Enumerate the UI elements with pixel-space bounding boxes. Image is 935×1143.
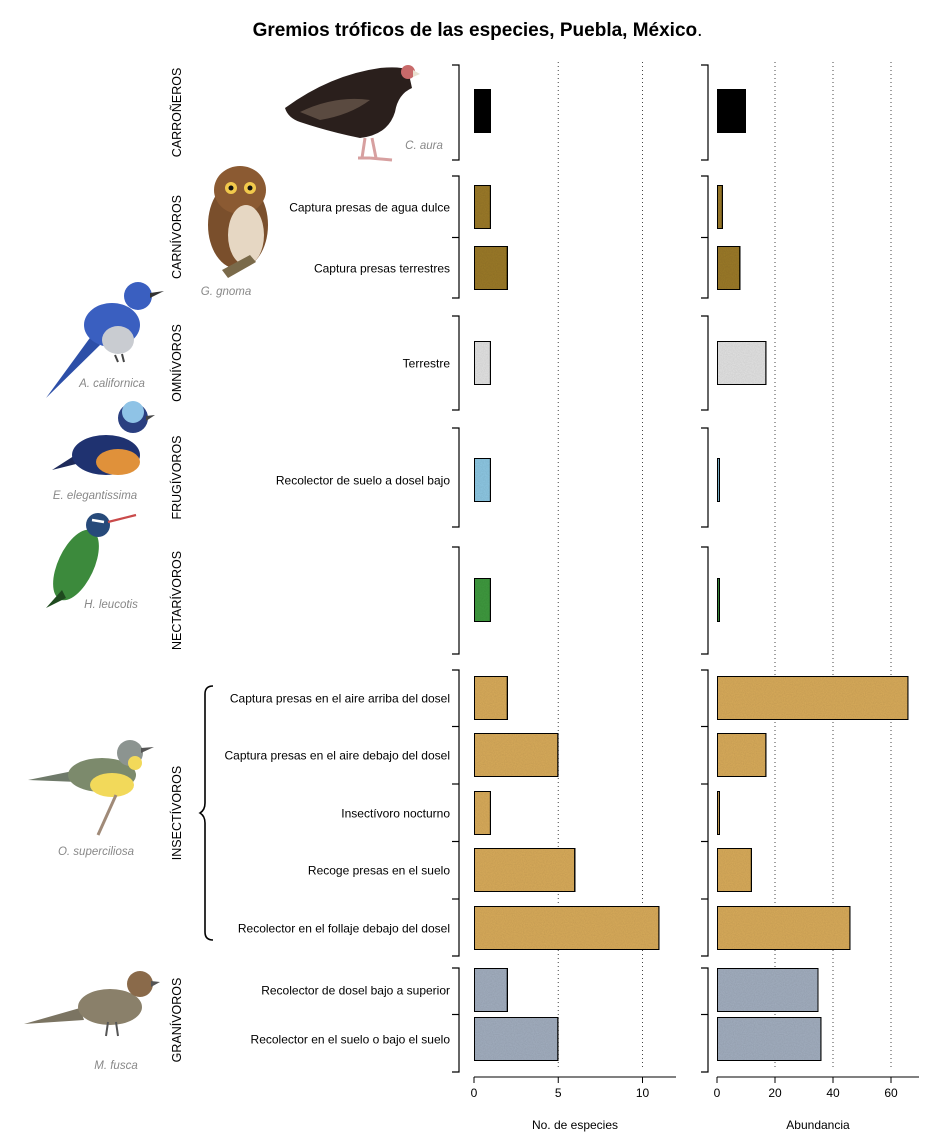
category-label: Captura presas en el aire arriba del dos… <box>230 692 450 706</box>
group-label: CARROÑEROS <box>170 68 184 158</box>
chart-title: Gremios tróficos de las especies, Puebla… <box>252 20 698 41</box>
bar-species <box>473 790 492 836</box>
group-label: OMNÍVOROS <box>169 324 184 402</box>
bar-species <box>473 847 577 893</box>
bar-species <box>473 675 509 721</box>
category-label: Recolector en el suelo o bajo el suelo <box>251 1033 451 1047</box>
category-label: Recolector de dosel bajo a superior <box>261 984 450 998</box>
category-label: Captura presas de agua dulce <box>289 201 450 215</box>
hummingbird-icon <box>46 513 137 608</box>
bar-abundance <box>716 675 910 721</box>
group-bracket <box>452 64 460 161</box>
group-bracket <box>701 64 709 161</box>
bar-abundance <box>716 245 742 291</box>
species-label: H. leucotis <box>84 599 138 611</box>
species-label: E. elegantissima <box>53 490 137 502</box>
bar-species <box>473 732 560 778</box>
towhee-icon <box>24 971 160 1037</box>
insectivore-brace <box>198 685 214 941</box>
group-bracket <box>452 427 460 528</box>
category-label: Recolector en el follaje debajo del dose… <box>238 922 450 936</box>
bar-species <box>473 245 509 291</box>
bar-abundance <box>716 577 721 623</box>
category-label: Terrestre <box>403 357 451 371</box>
group-label: CARNÍVOROS <box>169 195 184 279</box>
bar-species <box>473 1016 560 1062</box>
chart-title-wrap: Gremios tróficos de las especies, Puebla… <box>0 20 935 42</box>
group-bracket <box>701 967 709 1073</box>
group-bracket <box>701 546 709 655</box>
group-bracket <box>701 315 709 411</box>
bar-abundance <box>716 457 721 503</box>
bar-species <box>473 184 492 230</box>
bar-abundance <box>716 1016 823 1062</box>
bar-species <box>473 340 492 386</box>
bar-abundance <box>716 184 724 230</box>
bar-abundance <box>716 88 747 134</box>
group-bracket <box>701 427 709 528</box>
bar-species <box>473 88 492 134</box>
x-axis-label: No. de especies <box>532 1118 618 1132</box>
chart-title-suffix: . <box>697 20 703 41</box>
group-bracket <box>452 669 460 957</box>
warbler-icon <box>28 740 154 836</box>
x-tick-label: 20 <box>768 1086 782 1100</box>
species-label: M. fusca <box>94 1060 137 1072</box>
bar-abundance <box>716 790 721 836</box>
bar-abundance <box>716 847 753 893</box>
x-tick-label: 40 <box>826 1086 840 1100</box>
euphonia-icon <box>52 401 155 475</box>
species-label: O. superciliosa <box>58 846 134 858</box>
vulture-icon <box>285 65 420 162</box>
category-label: Recoge presas en el suelo <box>308 864 450 878</box>
group-bracket <box>452 546 460 655</box>
bar-abundance <box>716 340 768 386</box>
category-label: Captura presas terrestres <box>314 262 450 276</box>
group-label: INSECTÍVOROS <box>169 766 184 860</box>
x-tick-label: 0 <box>714 1086 721 1100</box>
group-bracket <box>452 967 460 1073</box>
species-label: G. gnoma <box>201 286 252 298</box>
group-label: FRUGÍVOROS <box>169 435 184 519</box>
x-tick-label: 5 <box>555 1086 562 1100</box>
bar-abundance <box>716 732 768 778</box>
bar-species <box>473 967 509 1013</box>
category-label: Captura presas en el aire debajo del dos… <box>225 749 450 763</box>
species-label: A. californica <box>78 378 145 390</box>
bar-abundance <box>716 967 820 1013</box>
group-bracket <box>452 315 460 411</box>
group-bracket <box>701 669 709 957</box>
bar-species <box>473 577 492 623</box>
owl-icon <box>208 166 268 278</box>
x-tick-label: 0 <box>471 1086 478 1100</box>
group-label: NECTARÍVOROS <box>169 551 184 650</box>
x-tick-label: 60 <box>884 1086 898 1100</box>
jay-icon <box>46 282 164 398</box>
species-label: C. aura <box>405 140 443 152</box>
category-label: Insectívoro nocturno <box>341 807 450 821</box>
bar-species <box>473 457 492 503</box>
bar-species <box>473 905 661 951</box>
group-label: GRANÍVOROS <box>169 978 184 1063</box>
x-axis-label: Abundancia <box>786 1118 850 1132</box>
bar-abundance <box>716 905 852 951</box>
x-tick-label: 10 <box>636 1086 650 1100</box>
category-label: Recolector de suelo a dosel bajo <box>276 474 450 488</box>
